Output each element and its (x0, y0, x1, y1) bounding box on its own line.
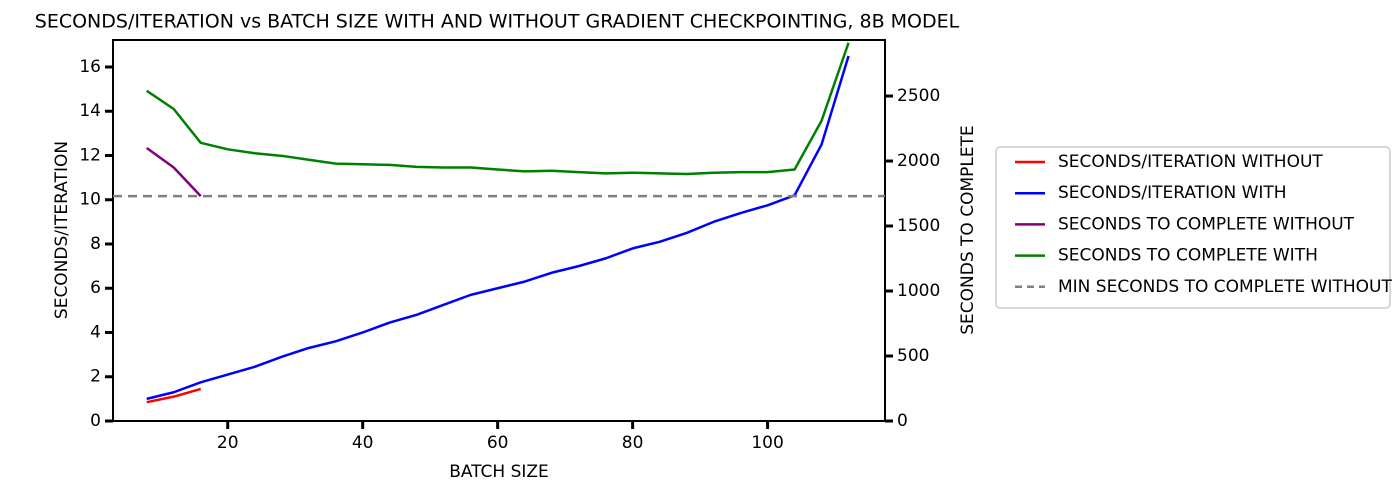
y2-axis-label: SECONDS TO COMPLETE (958, 125, 978, 334)
y2-tick-label: 1000 (897, 281, 940, 301)
legend-label: SECONDS/ITERATION WITHOUT (1058, 152, 1323, 172)
series-line (146, 55, 850, 401)
series-line (146, 387, 202, 404)
x-tick-label: 100 (751, 433, 783, 453)
x-tick-label: 20 (217, 433, 239, 453)
legend-label: SECONDS TO COMPLETE WITH (1058, 246, 1318, 266)
y-tick-label: 4 (90, 322, 101, 342)
y-tick-label: 2 (90, 367, 101, 387)
y2-tick-label: 2500 (897, 86, 940, 106)
y2-tick-label: 2000 (897, 151, 940, 171)
legend-box (995, 146, 1391, 309)
y2-tick-label: 500 (897, 346, 929, 366)
y-axis-label: SECONDS/ITERATION (52, 141, 72, 319)
y-tick-label: 16 (79, 57, 101, 77)
y2-tick-label: 0 (897, 411, 908, 431)
x-tick-label: 60 (487, 433, 509, 453)
x-tick-label: 40 (352, 433, 374, 453)
legend-label: SECONDS TO COMPLETE WITHOUT (1058, 214, 1355, 234)
y-tick-label: 6 (90, 278, 101, 298)
y-tick-label: 12 (79, 145, 101, 165)
chart-title: SECONDS/ITERATION vs BATCH SIZE WITH AND… (35, 11, 960, 33)
y2-tick-label: 1500 (897, 216, 940, 236)
series-line (146, 42, 850, 176)
y-tick-label: 0 (90, 411, 101, 431)
y-tick-label: 8 (90, 234, 101, 254)
plot-frame (112, 39, 886, 422)
y-tick-label: 10 (79, 190, 101, 210)
legend-label: SECONDS/ITERATION WITH (1058, 183, 1287, 203)
x-axis-label: BATCH SIZE (449, 462, 549, 482)
series-line (146, 147, 202, 197)
y-tick-label: 14 (79, 101, 101, 121)
legend-label: MIN SECONDS TO COMPLETE WITHOUT (1058, 277, 1392, 297)
x-tick-label: 80 (622, 433, 644, 453)
